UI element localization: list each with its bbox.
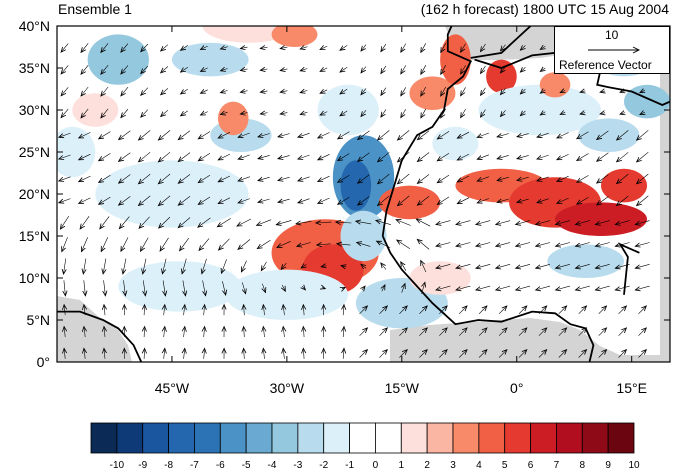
colorbar-label: -4: [260, 460, 284, 471]
colorbar-swatch: [401, 423, 427, 453]
colorbar-swatch: [220, 423, 246, 453]
colorbar-swatch: [556, 423, 582, 453]
colorbar-label: 8: [570, 460, 594, 471]
colorbar-label: -10: [105, 460, 129, 471]
anomaly-patch: [341, 160, 372, 210]
colorbar-label: -3: [286, 460, 310, 471]
colorbar-label: 10: [622, 460, 646, 471]
colorbar-label: 4: [467, 460, 491, 471]
colorbar-swatch: [453, 423, 479, 453]
anomaly-patch: [547, 244, 624, 278]
lon-tick-label: 30°W: [262, 380, 312, 396]
anomaly-patch: [88, 34, 149, 84]
lat-tick-label: 10°N: [4, 270, 50, 286]
reference-vector-magnitude: 10: [605, 28, 618, 42]
colorbar-swatch: [91, 423, 117, 453]
lat-tick-label: 5°N: [4, 312, 50, 328]
anomaly-patch: [540, 72, 571, 97]
anomaly-patch: [72, 93, 118, 127]
anomaly-patch: [118, 261, 241, 311]
lon-tick-label: 45°W: [147, 380, 197, 396]
colorbar-label: 0: [363, 460, 387, 471]
colorbar-swatch: [272, 423, 298, 453]
anomaly-patch: [379, 186, 440, 220]
colorbar-swatch: [350, 423, 376, 453]
reference-vector-box: 10 Reference Vector: [554, 26, 670, 74]
lat-tick-label: 25°N: [4, 144, 50, 160]
colorbar-swatch: [298, 423, 324, 453]
colorbar-label: 3: [441, 460, 465, 471]
anomaly-patch: [555, 202, 647, 236]
lon-tick-label: 15°W: [377, 380, 427, 396]
colorbar-swatch: [505, 423, 531, 453]
colorbar: [91, 423, 634, 453]
lon-tick-label: 0°: [492, 380, 542, 396]
lat-tick-label: 15°N: [4, 228, 50, 244]
colorbar-label: -1: [338, 460, 362, 471]
reference-vector-label: Reference Vector: [559, 58, 652, 72]
lat-tick-label: 0°: [4, 354, 50, 370]
colorbar-swatch: [324, 423, 350, 453]
colorbar-label: 7: [544, 460, 568, 471]
forecast-time-title: (162 h forecast) 1800 UTC 15 Aug 2004: [421, 1, 669, 17]
anomaly-patch: [432, 127, 478, 161]
lat-tick-label: 35°N: [4, 60, 50, 76]
anomaly-patch: [95, 160, 248, 227]
colorbar-swatch: [582, 423, 608, 453]
anomaly-patch: [49, 127, 95, 177]
lat-tick-label: 30°N: [4, 102, 50, 118]
colorbar-label: 1: [389, 460, 413, 471]
colorbar-label: -2: [312, 460, 336, 471]
lat-tick-label: 20°N: [4, 186, 50, 202]
anomaly-patch: [409, 261, 470, 295]
colorbar-swatch: [531, 423, 557, 453]
colorbar-swatch: [117, 423, 143, 453]
colorbar-swatch: [375, 423, 401, 453]
colorbar-swatch: [479, 423, 505, 453]
colorbar-label: -7: [182, 460, 206, 471]
colorbar-label: 9: [596, 460, 620, 471]
colorbar-label: -9: [131, 460, 155, 471]
anomaly-patch: [601, 169, 647, 203]
anomaly-patch: [172, 43, 249, 77]
colorbar-swatch: [194, 423, 220, 453]
colorbar-label: -5: [234, 460, 258, 471]
panel-title: Ensemble 1: [58, 1, 132, 17]
colorbar-swatch: [608, 423, 634, 453]
colorbar-label: 6: [519, 460, 543, 471]
colorbar-label: -6: [208, 460, 232, 471]
colorbar-swatch: [246, 423, 272, 453]
anomaly-patch: [341, 211, 387, 261]
colorbar-label: 5: [493, 460, 517, 471]
colorbar-label: -8: [157, 460, 181, 471]
lon-tick-label: 15°E: [607, 380, 657, 396]
colorbar-label: 2: [415, 460, 439, 471]
anomaly-patch: [218, 102, 249, 136]
colorbar-swatch: [143, 423, 169, 453]
anomaly-patch: [624, 85, 670, 119]
anomaly-patch: [578, 118, 639, 152]
colorbar-swatch: [427, 423, 453, 453]
reference-vector-arrow: [555, 43, 671, 57]
lat-tick-label: 40°N: [4, 18, 50, 34]
colorbar-swatch: [169, 423, 195, 453]
anomaly-patch: [318, 85, 379, 135]
